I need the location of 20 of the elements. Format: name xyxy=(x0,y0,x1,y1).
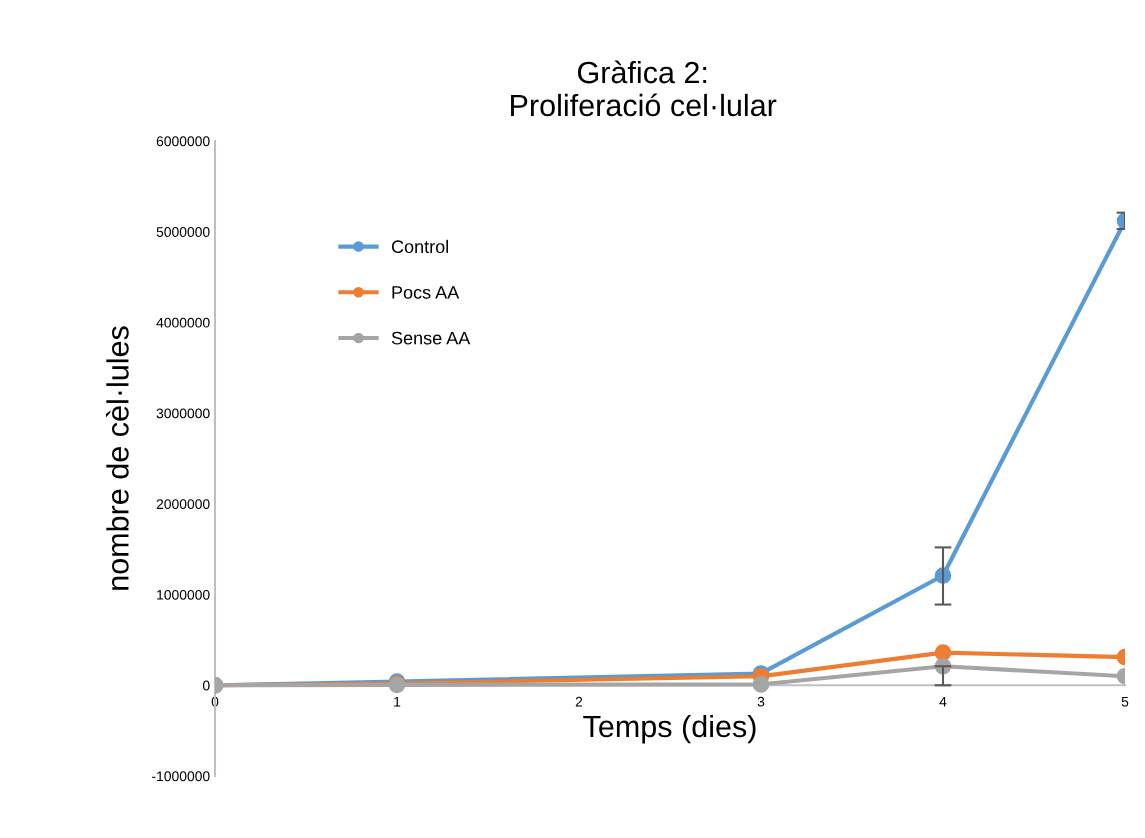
legend-label: Pocs AA xyxy=(392,286,460,299)
y-tick-label: 5000000 xyxy=(156,227,210,237)
y-tick-label: 2000000 xyxy=(156,499,210,510)
x-tick-label: 3 xyxy=(757,696,765,707)
legend-label: Control xyxy=(391,239,448,254)
point xyxy=(752,676,770,693)
x-axis-title: Temps (dies) xyxy=(583,714,756,744)
x-tick-label: 4 xyxy=(939,696,947,707)
y-tick-label: 0 xyxy=(202,680,210,691)
legend-label: Sense AA xyxy=(391,331,471,345)
x-tick-label: 1 xyxy=(394,696,401,707)
y-axis-title: nombre de cèl·lules xyxy=(105,326,129,590)
x-tick-label: 2 xyxy=(575,696,583,707)
y-tick-label: 6000000 xyxy=(156,136,210,147)
y-tick-label: 1000000 xyxy=(157,589,210,600)
y-tick-label: -1000000 xyxy=(152,771,210,782)
y-tick-label: 4000000 xyxy=(156,317,210,328)
y-tick-label: 3000000 xyxy=(156,408,210,419)
x-tick-label: 5 xyxy=(1121,696,1129,707)
chart-title: Gràfica 2: Proliferació cel·lular xyxy=(511,60,777,117)
